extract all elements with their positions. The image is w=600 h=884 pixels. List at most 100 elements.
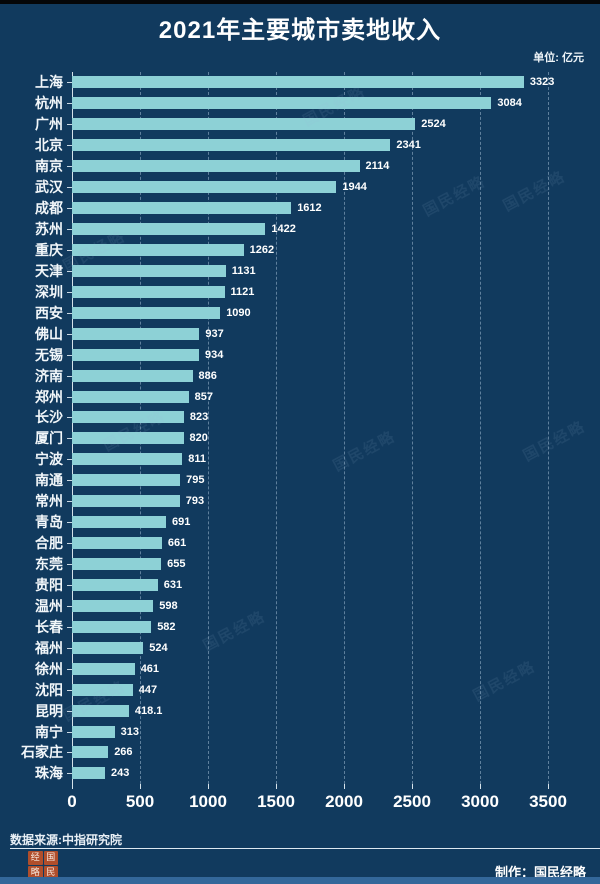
city-label: 宁波 [35, 451, 63, 468]
bar-row: 青岛 691 [0, 514, 600, 530]
city-label: 常州 [35, 493, 63, 510]
x-axis-label: 1500 [257, 792, 295, 811]
value-label: 266 [114, 746, 133, 759]
value-bar [72, 76, 524, 89]
value-label: 1262 [249, 243, 275, 256]
value-label: 795 [186, 474, 205, 487]
x-axis-label: 2500 [393, 792, 431, 811]
value-label: 1131 [231, 264, 256, 277]
bar-row: 常州 793 [0, 493, 600, 509]
value-bar [72, 97, 492, 110]
seal-character: 经 [28, 851, 43, 865]
bar-row: 广州 2524 [0, 116, 600, 132]
x-axis-tick [548, 784, 549, 789]
bar-row: 长春 582 [0, 619, 600, 635]
seal-character: 民 [43, 865, 58, 879]
value-bar [72, 725, 115, 738]
value-bar [72, 767, 105, 780]
bar-row: 武汉 1944 [0, 179, 600, 195]
bar-row: 厦门 820 [0, 430, 600, 446]
city-label: 福州 [35, 639, 63, 656]
value-bar [72, 390, 189, 403]
gridline [548, 72, 549, 789]
bar-row: 深圳 1121 [0, 284, 600, 300]
city-label: 佛山 [35, 325, 63, 342]
x-axis-label: 500 [125, 792, 155, 811]
value-bar [72, 620, 152, 633]
y-axis-tick [67, 543, 72, 545]
value-bar [72, 202, 292, 215]
y-axis-tick [67, 270, 72, 272]
value-label: 2524 [421, 118, 446, 131]
credit-label: 制作：国民经略 [494, 865, 586, 880]
gridline [276, 72, 277, 789]
value-label: 655 [167, 558, 186, 571]
city-label: 南宁 [35, 723, 63, 740]
value-bar [72, 139, 391, 152]
gridline [344, 72, 345, 789]
value-bar [72, 285, 225, 298]
y-axis-tick [67, 438, 72, 440]
value-bar [72, 243, 244, 256]
value-bar [72, 704, 129, 717]
value-label: 820 [189, 432, 208, 445]
data-source-label: 数据来源:中指研究院 [10, 833, 122, 847]
city-label: 深圳 [35, 283, 63, 300]
city-label: 厦门 [35, 430, 63, 447]
seal-character: 略 [28, 865, 43, 879]
value-label: 661 [167, 537, 187, 550]
x-axis-tick [140, 784, 141, 789]
value-bar [72, 578, 158, 591]
bar-row: 沈阳 447 [0, 682, 600, 698]
bar-row: 北京 2341 [0, 137, 600, 153]
bar-row: 天津 1131 [0, 263, 600, 279]
city-label: 广州 [35, 116, 63, 133]
value-label: 793 [185, 495, 205, 508]
y-axis-tick [67, 417, 72, 419]
value-label: 811 [188, 453, 207, 466]
city-label: 长沙 [35, 409, 63, 426]
y-axis-tick [67, 291, 72, 293]
y-axis-tick [67, 480, 72, 482]
bar-rows: 上海 3323 杭州 3084 广州 2524 北京 2341 南京 2114 武汉 1944 成都 16… [0, 72, 600, 784]
value-bar [72, 453, 183, 466]
y-axis-tick [67, 354, 72, 356]
city-label: 成都 [35, 200, 63, 217]
y-axis-line [72, 72, 73, 789]
city-label: 石家庄 [21, 744, 63, 761]
seal-character: 国 [43, 851, 58, 865]
value-label: 631 [163, 578, 183, 591]
value-bar [72, 537, 162, 550]
bar-row: 南通 795 [0, 472, 600, 488]
y-axis-tick [67, 689, 72, 691]
y-axis-tick [67, 668, 72, 670]
city-label: 东莞 [35, 556, 63, 573]
bar-row: 济南 886 [0, 368, 600, 384]
value-label: 313 [120, 725, 139, 738]
y-axis-tick [67, 710, 72, 712]
city-label: 南通 [35, 472, 63, 489]
x-axis-label: 3500 [529, 792, 567, 811]
unit-label: 单位: 亿元 [533, 52, 584, 64]
value-label: 524 [149, 641, 168, 654]
value-bar [72, 223, 266, 236]
bar-row: 福州 524 [0, 640, 600, 656]
value-label: 1944 [342, 181, 367, 194]
city-label: 北京 [35, 137, 63, 154]
bar-row: 南宁 313 [0, 724, 600, 740]
bar-chart: 上海 3323 杭州 3084 广州 2524 北京 2341 南京 2114 武汉 1944 成都 16… [0, 70, 600, 818]
value-bar [72, 474, 181, 487]
value-label: 598 [159, 599, 178, 612]
value-bar [72, 683, 133, 696]
y-axis-tick [67, 647, 72, 649]
city-label: 南京 [35, 158, 63, 175]
value-label: 418.1 [134, 704, 163, 717]
value-bar [72, 369, 193, 382]
x-axis: 0 500 1000 1500 2000 2500 3000 3500 [67, 788, 582, 816]
y-axis-tick [67, 166, 72, 168]
bar-row: 昆明 418.1 [0, 703, 600, 719]
x-axis-tick [412, 784, 413, 789]
y-axis-tick [67, 124, 72, 126]
y-axis-tick [67, 564, 72, 566]
gridline [140, 72, 141, 789]
